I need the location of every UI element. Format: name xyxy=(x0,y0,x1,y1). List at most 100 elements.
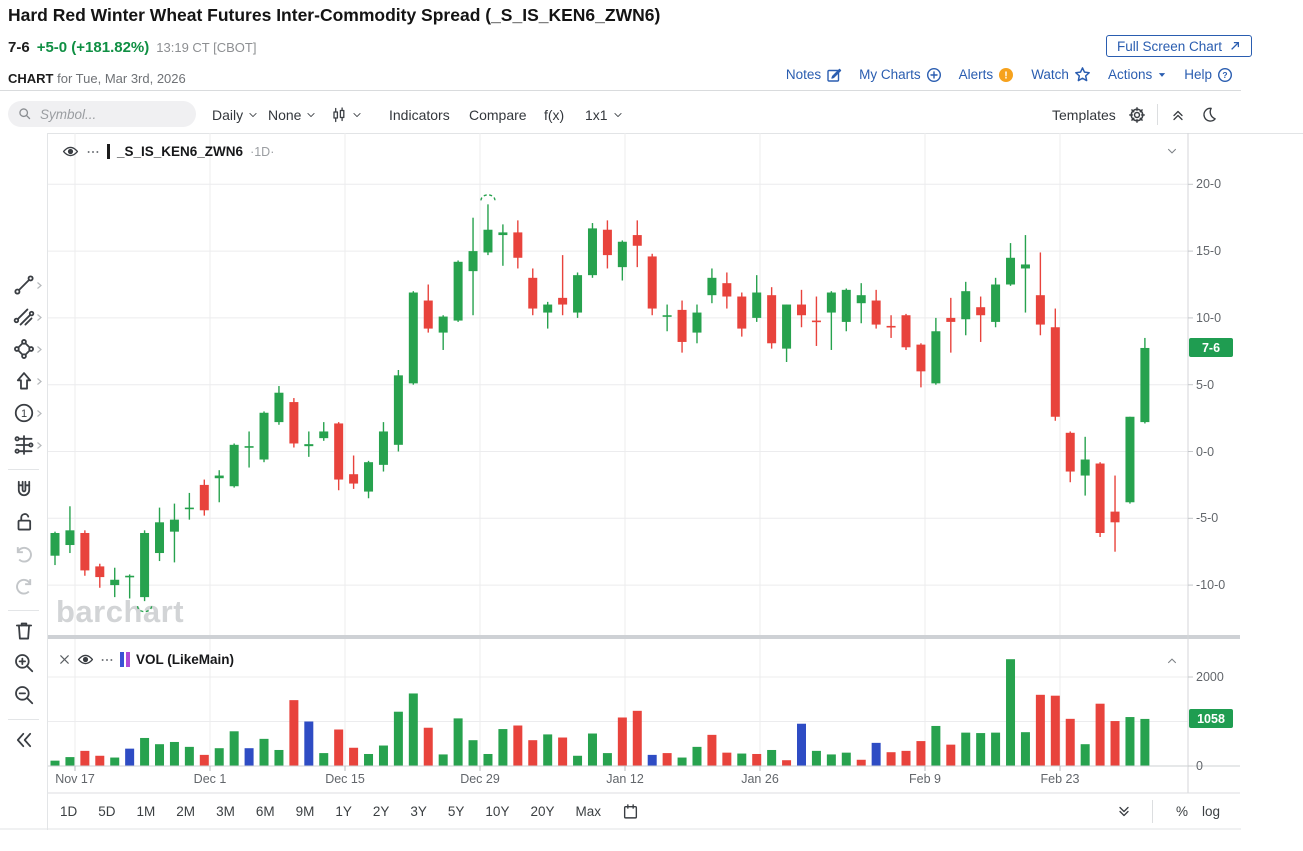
range-button-9m[interactable]: 9M xyxy=(295,804,315,819)
series-color-bar xyxy=(107,144,110,159)
tool-expand-icon[interactable] xyxy=(36,345,43,354)
full-screen-chart-label: Full Screen Chart xyxy=(1117,38,1223,54)
header-link-my-charts[interactable]: My Charts xyxy=(859,67,942,83)
templates-button[interactable]: Templates xyxy=(1052,106,1116,123)
range-button-3y[interactable]: 3Y xyxy=(410,804,427,819)
header-link-label: Actions xyxy=(1107,67,1153,82)
range-button-3m[interactable]: 3M xyxy=(216,804,235,819)
range-button-20y[interactable]: 20Y xyxy=(530,804,555,819)
grid-layout-dropdown[interactable]: 1x1 xyxy=(585,96,623,133)
header-link-watch[interactable]: Watch xyxy=(1031,66,1091,83)
header-link-actions[interactable]: Actions xyxy=(1108,67,1167,82)
range-button-6m[interactable]: 6M xyxy=(255,804,275,819)
alert-warning-icon: ! xyxy=(998,67,1014,83)
plus-circle-icon xyxy=(926,67,942,83)
redo xyxy=(0,574,47,598)
multi-line-tool[interactable] xyxy=(0,305,47,329)
volume-legend-label[interactable]: VOL (LikeMain) xyxy=(136,652,235,667)
zoom-in-tool[interactable] xyxy=(0,651,47,675)
dark-mode-toggle[interactable] xyxy=(1200,96,1217,133)
tool-expand-icon[interactable] xyxy=(36,409,43,418)
undo xyxy=(0,542,47,566)
quote-row: 7-6 +5-0 (+181.82%) 13:19 CT [CBOT] xyxy=(8,39,256,56)
range-button-1y[interactable]: 1Y xyxy=(335,804,352,819)
svg-text:1: 1 xyxy=(20,408,26,420)
date-axis-tick: Dec 1 xyxy=(193,772,227,786)
range-button-1m[interactable]: 1M xyxy=(136,804,156,819)
price-axis-tick: 10-0 xyxy=(1196,310,1222,325)
magnet-tool[interactable] xyxy=(0,478,47,502)
header-link-help[interactable]: Help? xyxy=(1184,67,1233,83)
date-axis-tick: Nov 17 xyxy=(55,772,95,786)
chart-date: for Tue, Mar 3rd, 2026 xyxy=(57,71,186,86)
header-link-label: My Charts xyxy=(859,67,921,82)
range-button-5y[interactable]: 5Y xyxy=(447,804,465,819)
number-annotation-tool[interactable]: 1 xyxy=(0,401,47,425)
range-buttons: 1D 5D 1M 2M 3M 6M 9M 1Y 2Y 3Y 5Y 10Y 20Y Max xyxy=(60,795,639,828)
symbol-search-input[interactable] xyxy=(38,105,182,123)
tool-expand-icon[interactable] xyxy=(36,441,43,450)
price-axis-tick: 20-0 xyxy=(1196,177,1222,192)
tool-expand-icon[interactable] xyxy=(36,313,43,322)
svg-text:?: ? xyxy=(1222,70,1227,80)
indicators-button[interactable]: Indicators xyxy=(389,106,450,123)
collapse-toolbar-button[interactable] xyxy=(1170,96,1186,133)
range-button-max[interactable]: Max xyxy=(575,804,601,819)
settings-button[interactable] xyxy=(1128,96,1146,133)
unlock-tool[interactable] xyxy=(0,510,47,534)
date-axis-tick: Feb 23 xyxy=(1040,772,1080,786)
chevron-down-icon xyxy=(248,110,258,120)
volume-color-bars xyxy=(120,652,130,667)
header-link-notes[interactable]: Notes xyxy=(786,67,842,83)
star-icon xyxy=(1074,66,1091,83)
chevron-down-icon xyxy=(306,110,316,120)
volume-axis-tick: 2000 xyxy=(1196,670,1224,684)
percent-scale-button[interactable]: % xyxy=(1176,804,1189,819)
legend-symbol[interactable]: _S_IS_KEN6_ZWN6 xyxy=(117,144,244,159)
chart-type-dropdown[interactable] xyxy=(331,96,362,133)
calendar-icon[interactable] xyxy=(622,803,639,820)
tool-expand-icon[interactable] xyxy=(36,377,43,386)
symbol-search[interactable] xyxy=(8,101,196,127)
range-button-2m[interactable]: 2M xyxy=(176,804,196,819)
header-link-label: Alerts xyxy=(958,67,994,82)
collapse-bottom-icon[interactable] xyxy=(1116,795,1132,828)
visibility-icon[interactable] xyxy=(77,651,94,668)
chevrons-down-icon xyxy=(1116,804,1132,820)
range-button-1d[interactable]: 1D xyxy=(60,804,78,819)
close-icon[interactable] xyxy=(58,653,71,666)
zoom-out-tool[interactable] xyxy=(0,683,47,707)
range-button-10y[interactable]: 10Y xyxy=(485,804,510,819)
arrow-annotation-tool[interactable] xyxy=(0,369,47,393)
expand-pane-icon[interactable] xyxy=(1166,655,1178,667)
fx-button[interactable]: f(x) xyxy=(544,106,565,123)
more-options-icon[interactable] xyxy=(86,145,100,159)
range-button-2y[interactable]: 2Y xyxy=(372,804,390,819)
visibility-icon[interactable] xyxy=(62,143,79,160)
header-link-label: Notes xyxy=(785,67,822,82)
trend-line-tool[interactable] xyxy=(0,273,47,297)
tool-expand-icon[interactable] xyxy=(36,281,43,290)
chevrons-up-icon xyxy=(1170,107,1186,123)
price-axis-tick: 0-0 xyxy=(1196,444,1215,459)
period-dropdown[interactable]: Daily xyxy=(212,96,258,133)
full-screen-chart-button[interactable]: Full Screen Chart xyxy=(1106,35,1253,57)
header-link-alerts[interactable]: Alerts! xyxy=(959,67,1015,83)
collapse-panel[interactable] xyxy=(0,728,47,752)
range-button-5d[interactable]: 5D xyxy=(98,804,116,819)
compare-button[interactable]: Compare xyxy=(469,106,527,123)
overlay-dropdown[interactable]: None xyxy=(268,96,316,133)
collapse-pane-icon[interactable] xyxy=(1166,145,1178,157)
log-scale-button[interactable]: log xyxy=(1202,804,1221,819)
price-change: +5-0 (+181.82%) xyxy=(36,39,150,56)
price-axis-tick: -5-0 xyxy=(1196,511,1219,526)
chart-toolbar xyxy=(0,96,1303,134)
legend-interval: ·1D· xyxy=(250,144,275,159)
pattern-tool[interactable] xyxy=(0,433,47,457)
date-axis-tick: Jan 12 xyxy=(606,772,644,786)
shapes-tool[interactable] xyxy=(0,337,47,361)
header-link-label: Watch xyxy=(1031,67,1069,82)
chevron-down-icon xyxy=(352,110,362,120)
more-options-icon[interactable] xyxy=(100,653,114,667)
delete-drawings-tool[interactable] xyxy=(0,619,47,643)
